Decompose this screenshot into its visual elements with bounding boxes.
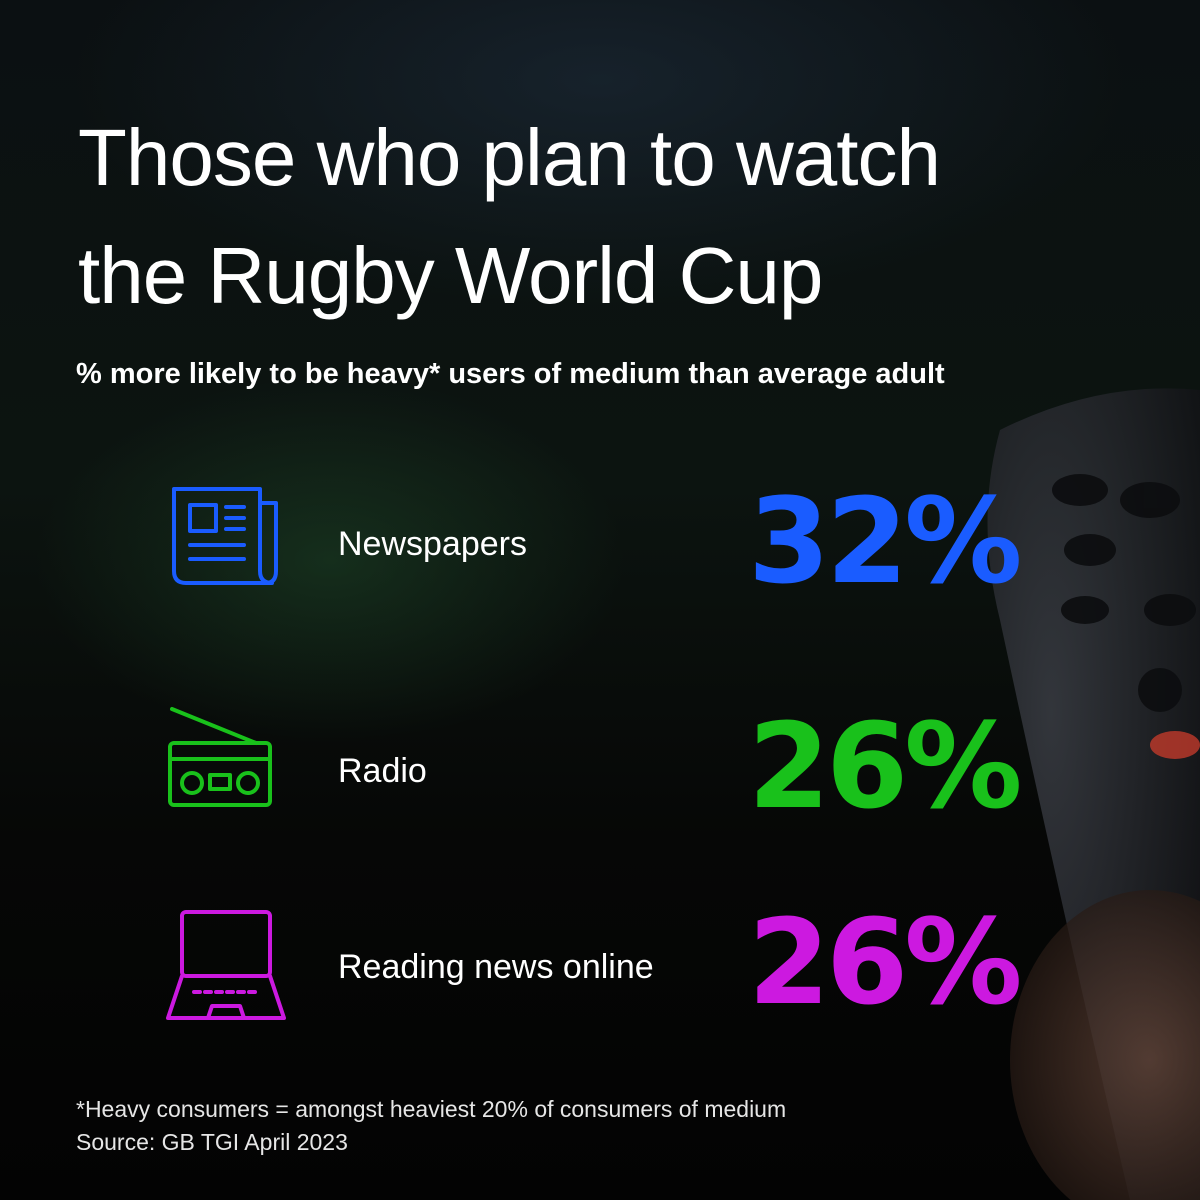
- source: Source: GB TGI April 2023: [76, 1129, 348, 1155]
- footnote: *Heavy consumers = amongst heaviest 20% …: [76, 1096, 787, 1122]
- laptop-icon: [166, 910, 286, 1020]
- medium-value: 26%: [748, 893, 1022, 1031]
- medium-value: 32%: [748, 472, 1022, 610]
- title-line: Those who plan to watch: [78, 113, 941, 202]
- newspaper-icon: [172, 487, 278, 585]
- title-line: the Rugby World Cup: [78, 231, 823, 320]
- medium-label: Newspapers: [338, 525, 527, 563]
- medium-label: Reading news online: [338, 948, 654, 986]
- subtitle: % more likely to be heavy* users of medi…: [76, 358, 945, 390]
- medium-value: 26%: [748, 697, 1022, 835]
- radio-icon: [168, 707, 272, 807]
- medium-label: Radio: [338, 752, 427, 790]
